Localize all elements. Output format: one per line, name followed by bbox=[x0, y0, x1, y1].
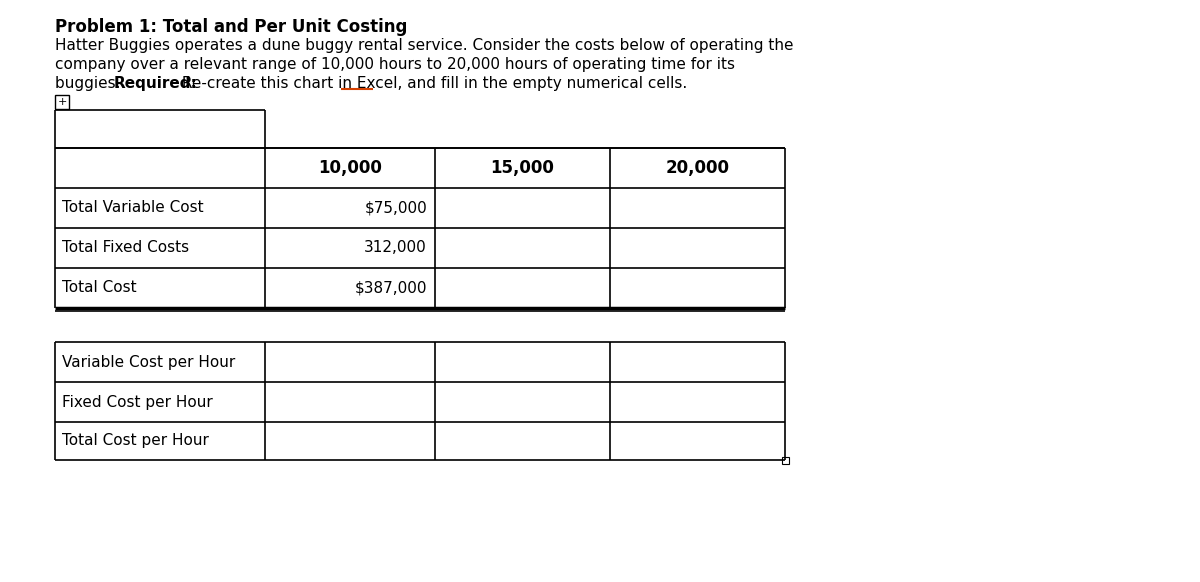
Text: +: + bbox=[58, 97, 67, 107]
Text: company over a relevant range of 10,000 hours to 20,000 hours of operating time : company over a relevant range of 10,000 … bbox=[55, 57, 734, 72]
Text: Fixed Cost per Hour: Fixed Cost per Hour bbox=[62, 395, 212, 410]
FancyBboxPatch shape bbox=[55, 95, 70, 109]
Text: Total Cost per Hour: Total Cost per Hour bbox=[62, 434, 209, 449]
Text: Hatter Buggies operates a dune buggy rental service. Consider the costs below of: Hatter Buggies operates a dune buggy ren… bbox=[55, 38, 793, 53]
Text: Variable Cost per Hour: Variable Cost per Hour bbox=[62, 354, 235, 370]
Text: Total Cost: Total Cost bbox=[62, 281, 137, 296]
Text: Required:: Required: bbox=[114, 76, 198, 91]
Text: Total Variable Cost: Total Variable Cost bbox=[62, 201, 204, 215]
Text: 312,000: 312,000 bbox=[365, 240, 427, 255]
Text: Problem 1: Total and Per Unit Costing: Problem 1: Total and Per Unit Costing bbox=[55, 18, 407, 36]
Text: buggies.: buggies. bbox=[55, 76, 125, 91]
Text: 20,000: 20,000 bbox=[666, 159, 730, 177]
Bar bbox=[781, 456, 788, 463]
Text: $387,000: $387,000 bbox=[354, 281, 427, 296]
Text: $75,000: $75,000 bbox=[365, 201, 427, 215]
Text: 10,000: 10,000 bbox=[318, 159, 382, 177]
Text: Total Fixed Costs: Total Fixed Costs bbox=[62, 240, 190, 255]
Text: Re-create this chart in Excel, and fill in the empty numerical cells.: Re-create this chart in Excel, and fill … bbox=[176, 76, 688, 91]
Text: 15,000: 15,000 bbox=[491, 159, 554, 177]
